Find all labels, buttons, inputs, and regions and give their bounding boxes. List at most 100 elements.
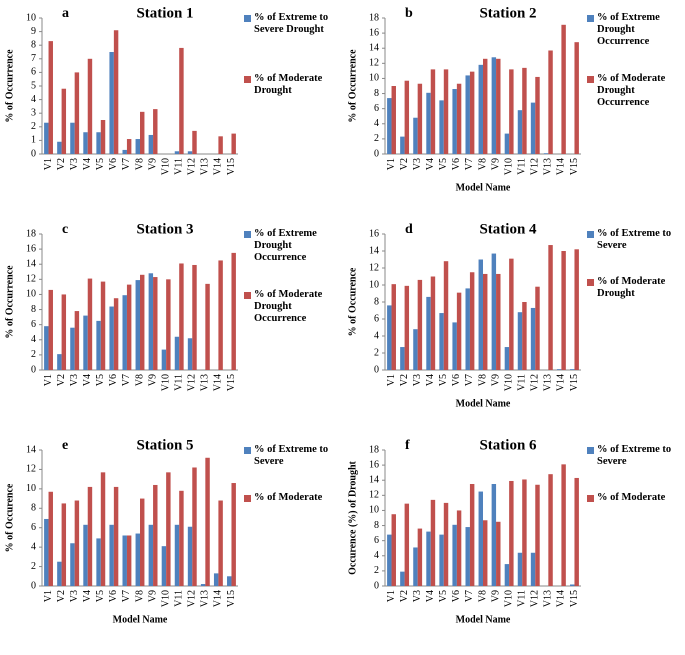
y-tick-label: 12: [26, 274, 36, 285]
bar: [548, 245, 553, 370]
x-tick-label: V8: [134, 374, 145, 386]
bar: [561, 251, 566, 370]
bar: [140, 111, 145, 154]
bar: [430, 499, 436, 586]
bar: [522, 302, 527, 370]
legend-item: % of Extreme to Severe: [597, 444, 671, 467]
bar: [74, 311, 80, 370]
bar: [452, 524, 457, 586]
y-tick-label: 14: [369, 245, 379, 256]
y-tick-label: 2: [31, 121, 36, 132]
bar: [535, 76, 540, 154]
y-tick-label: 5: [31, 80, 36, 91]
bar: [439, 313, 444, 370]
y-tick-label: 10: [26, 289, 36, 300]
bar: [491, 57, 497, 154]
x-tick-label: V6: [451, 374, 462, 386]
panel-label: d: [405, 222, 413, 237]
x-tick-label: V7: [121, 374, 132, 386]
x-tick-label: V4: [82, 590, 93, 602]
x-tick-label: V1: [43, 158, 54, 170]
x-tick-label: V6: [108, 374, 119, 386]
y-tick-label: 16: [26, 243, 36, 254]
y-tick-label: 4: [31, 94, 36, 105]
bar: [483, 58, 488, 154]
bar: [413, 117, 418, 154]
x-tick-label: V12: [530, 374, 541, 391]
x-tick-label: V7: [464, 590, 475, 602]
y-tick-label: 0: [374, 580, 379, 591]
x-tick-label: V3: [69, 590, 80, 602]
x-tick-label: V12: [187, 590, 198, 607]
panel-label: e: [62, 438, 68, 453]
chart-title: Station 1: [136, 5, 193, 21]
bar: [161, 546, 167, 586]
y-tick-label: 4: [31, 334, 36, 345]
y-tick-label: 12: [369, 262, 379, 273]
bar: [426, 531, 431, 586]
y-axis-label: Occurence (%) of Drought: [347, 460, 358, 574]
y-tick-label: 8: [374, 520, 379, 531]
legend-text: % of Moderate: [254, 492, 323, 503]
x-tick-label: V13: [543, 374, 554, 391]
bar: [456, 292, 462, 370]
bar: [504, 564, 510, 586]
y-tick-label: 6: [374, 103, 379, 114]
bar: [417, 279, 423, 370]
y-tick-label: 0: [374, 148, 379, 159]
bar: [430, 276, 436, 370]
bar: [74, 500, 80, 586]
legend-item: % of Moderate Drought: [254, 73, 322, 96]
y-tick-label: 16: [369, 459, 379, 470]
x-tick-label: V13: [200, 590, 211, 607]
panel-label: c: [62, 222, 68, 237]
bar: [179, 490, 184, 586]
bar: [187, 526, 193, 586]
bar: [574, 42, 579, 154]
bar: [561, 464, 566, 586]
bar: [570, 369, 575, 370]
y-tick-label: 18: [369, 12, 379, 23]
x-tick-label: V11: [173, 374, 184, 391]
bar: [456, 510, 462, 586]
bar: [426, 296, 431, 370]
bar: [148, 524, 154, 586]
bar: [530, 307, 536, 370]
x-tick-label: V1: [43, 590, 54, 602]
chart-title: Station 4: [479, 221, 537, 237]
bar: [496, 521, 501, 586]
legend-swatch: [244, 15, 251, 22]
bar: [122, 295, 127, 370]
y-tick-label: 2: [374, 347, 379, 358]
x-tick-label: V15: [569, 158, 580, 175]
y-tick-label: 0: [31, 364, 36, 375]
y-axis-label: % of Occurence: [4, 483, 15, 552]
legend-text: % of Extreme Drought Occurrence: [597, 12, 660, 47]
x-tick-label: V10: [160, 590, 171, 607]
bar: [530, 102, 536, 154]
x-tick-label: V12: [530, 158, 541, 175]
bar: [166, 472, 171, 586]
y-tick-label: 1: [31, 135, 36, 146]
x-tick-label: V15: [569, 590, 580, 607]
x-tick-label: V2: [56, 158, 67, 170]
bar: [44, 326, 49, 370]
y-tick-label: 6: [31, 67, 36, 78]
y-tick-label: 8: [31, 39, 36, 50]
y-tick-label: 14: [26, 259, 36, 270]
x-tick-label: V5: [438, 374, 449, 386]
x-tick-label: V4: [425, 374, 436, 386]
bar: [153, 484, 158, 586]
x-tick-label: V1: [386, 590, 397, 602]
legend-text: % of Moderate: [597, 492, 666, 503]
bar: [570, 584, 575, 586]
panel-label: a: [62, 6, 69, 21]
y-tick-label: 10: [369, 279, 379, 290]
y-tick-label: 4: [374, 330, 379, 341]
y-tick-label: 3: [31, 107, 36, 118]
x-tick-label: V8: [477, 374, 488, 386]
